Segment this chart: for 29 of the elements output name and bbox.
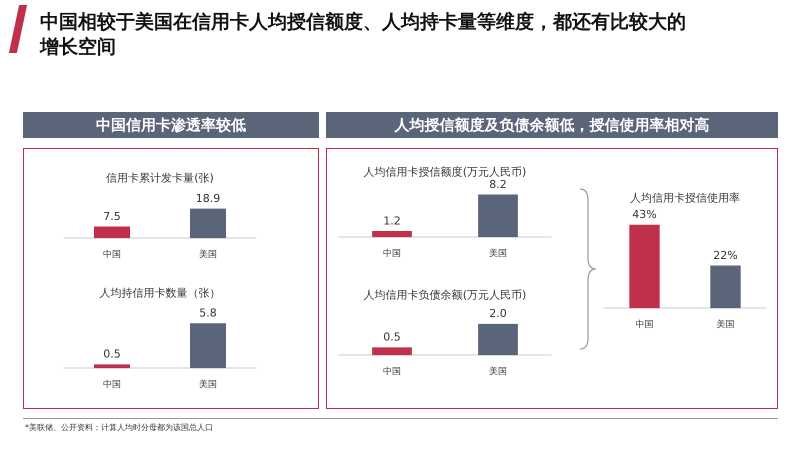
data-label: 43%	[632, 208, 657, 222]
chart-title: 信用卡累计发卡量(张)	[106, 171, 214, 184]
x-tick-label: 中国	[383, 248, 401, 258]
x-tick-label: 美国	[489, 366, 507, 376]
data-label: 7.5	[103, 210, 121, 223]
data-label: 0.5	[383, 330, 401, 344]
x-tick-label: 中国	[103, 249, 121, 260]
text: 人均授信额度及负债余额低，授信使用率相对高	[326, 112, 778, 138]
data-label: 2.0	[489, 307, 507, 320]
x-tick-label: 美国	[199, 379, 217, 390]
x-tick-label: 美国	[716, 319, 734, 330]
chart-title: 人均信用卡授信使用率	[630, 191, 740, 204]
x-tick-label: 中国	[383, 366, 401, 376]
x-tick-label: 中国	[636, 319, 654, 330]
data-label: 8.2	[489, 178, 507, 191]
x-tick-label: 中国	[103, 379, 121, 390]
data-label: 1.2	[383, 214, 401, 228]
text: 中国信用卡渗透率较低	[23, 112, 319, 138]
data-label: 0.5	[103, 348, 121, 361]
x-tick-label: 美国	[199, 249, 217, 260]
data-label: 22%	[713, 248, 738, 262]
chart-title: 人均信用卡授信额度(万元人民币)	[364, 165, 526, 178]
text: 中国相较于美国在信用卡人均授信额度、人均持卡量等维度，都还有比较大的增长空间	[40, 10, 687, 60]
data-label: 5.8	[199, 306, 217, 320]
data-label: 18.9	[196, 192, 220, 205]
x-tick-label: 美国	[489, 248, 507, 258]
chart-title: 人均持信用卡数量（张）	[100, 286, 220, 300]
text: *美联储、公开资料；计算人均时分母都为该国总人口	[25, 422, 213, 433]
chart-title: 人均信用卡负债余额(万元人民币)	[364, 288, 526, 302]
